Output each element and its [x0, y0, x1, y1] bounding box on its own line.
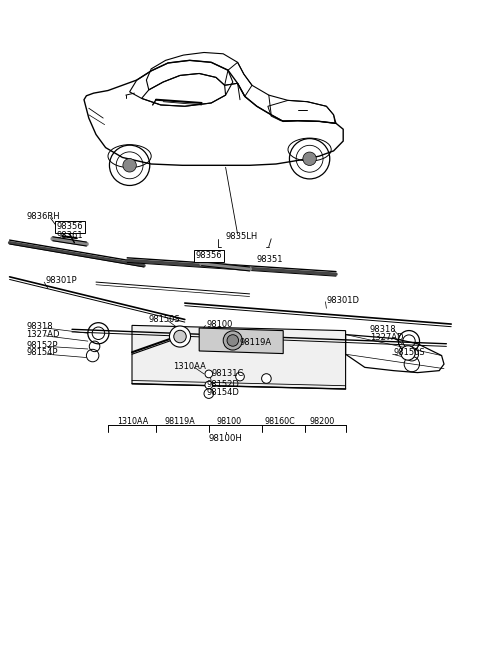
Circle shape [205, 381, 213, 389]
Circle shape [223, 331, 242, 350]
Text: 98154P: 98154P [26, 348, 58, 358]
Circle shape [169, 326, 191, 347]
Text: 98160C: 98160C [265, 417, 296, 426]
Polygon shape [132, 325, 346, 389]
Text: 98200: 98200 [310, 417, 335, 426]
Circle shape [303, 152, 316, 165]
Text: 98100: 98100 [206, 319, 233, 329]
Circle shape [174, 330, 186, 343]
Text: 1327AD: 1327AD [26, 330, 60, 339]
Text: 9836RH: 9836RH [26, 212, 60, 221]
Text: 9835LH: 9835LH [226, 232, 258, 241]
Circle shape [205, 370, 213, 378]
Circle shape [227, 335, 239, 346]
Text: 98100H: 98100H [209, 434, 242, 443]
Text: 98318: 98318 [26, 322, 53, 331]
Text: 98351: 98351 [257, 255, 283, 264]
Text: 98119A: 98119A [164, 417, 195, 426]
Text: 98152D: 98152D [206, 380, 239, 389]
Circle shape [401, 346, 415, 360]
Text: 1327AD: 1327AD [370, 333, 403, 342]
Circle shape [204, 389, 214, 398]
Text: 98100: 98100 [217, 417, 242, 426]
Text: 98154D: 98154D [206, 388, 239, 398]
Circle shape [236, 372, 244, 381]
Text: 98301P: 98301P [46, 276, 77, 285]
Circle shape [123, 159, 136, 172]
Text: 98150S: 98150S [149, 315, 180, 324]
Text: 1310AA: 1310AA [118, 417, 149, 426]
Text: 98301D: 98301D [326, 296, 360, 305]
Polygon shape [199, 328, 283, 354]
Text: 98318: 98318 [370, 325, 396, 334]
Circle shape [262, 374, 271, 383]
Text: 98131C: 98131C [211, 369, 243, 379]
Text: 98119A: 98119A [240, 338, 272, 347]
Text: 98361: 98361 [56, 231, 83, 240]
Text: 98356: 98356 [195, 251, 222, 260]
Text: 98152P: 98152P [26, 340, 58, 350]
Text: 98356: 98356 [56, 222, 83, 232]
Text: 98150S: 98150S [394, 348, 425, 358]
Text: 1310AA: 1310AA [173, 361, 205, 371]
